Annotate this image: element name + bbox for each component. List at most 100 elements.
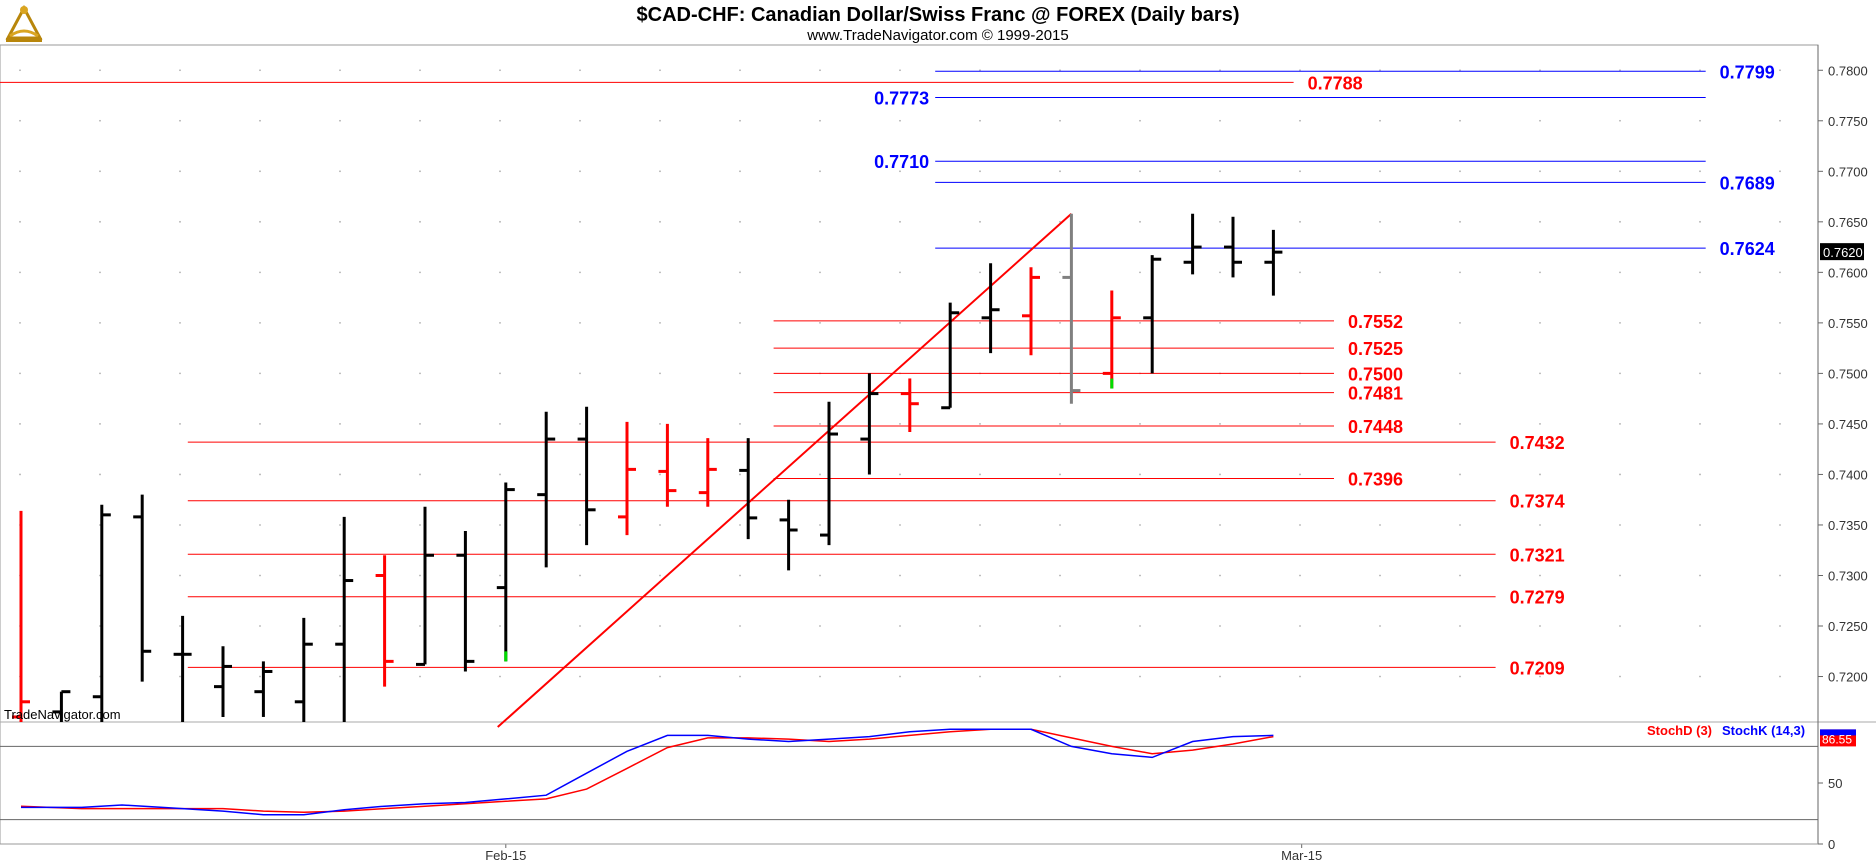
level-label-0.7279: 0.7279 xyxy=(1510,588,1565,608)
grid-dot xyxy=(1059,119,1061,122)
ohlc-bar xyxy=(860,373,879,475)
grid-dot xyxy=(259,170,261,173)
grid-dot xyxy=(899,473,901,476)
grid-dot xyxy=(1779,170,1781,173)
grid-dot xyxy=(979,423,981,425)
grid-dot xyxy=(1379,170,1381,173)
stoch-d-legend: StochD (3) xyxy=(1647,723,1712,738)
grid-dot xyxy=(1539,372,1541,375)
grid-dot xyxy=(899,321,901,324)
chart-subtitle: www.TradeNavigator.com © 1999-2015 xyxy=(807,27,1069,44)
grid-dot xyxy=(739,271,741,274)
stoch-tick-label: 50 xyxy=(1828,776,1842,791)
grid-dot xyxy=(1139,524,1141,526)
grid-dot xyxy=(1619,473,1621,476)
grid-dot xyxy=(659,220,661,223)
grid-dot xyxy=(739,574,741,577)
grid-dot xyxy=(1619,675,1621,678)
grid-dot xyxy=(1379,119,1381,122)
grid-dot xyxy=(1059,321,1061,324)
chart-title: $CAD-CHF: Canadian Dollar/Swiss Franc @ … xyxy=(636,4,1240,26)
grid-dot xyxy=(1539,119,1541,122)
grid-dot xyxy=(1059,574,1061,577)
grid-dot xyxy=(1299,574,1301,577)
grid-dot xyxy=(1059,524,1061,526)
ohlc-bar xyxy=(173,615,192,722)
grid-dot xyxy=(819,119,821,122)
grid-dot xyxy=(659,372,661,375)
grid-dot xyxy=(819,574,821,577)
grid-dot xyxy=(1779,119,1781,122)
grid-dot xyxy=(1139,625,1141,627)
grid-dot xyxy=(259,271,261,274)
ohlc-bar xyxy=(294,617,313,722)
ohlc-bar xyxy=(375,555,394,687)
grid-dot xyxy=(1379,473,1381,476)
grid-dot xyxy=(499,119,501,122)
grid-dot xyxy=(979,271,981,274)
grid-dot xyxy=(1619,372,1621,375)
grid-dot xyxy=(179,69,181,72)
grid-dot xyxy=(419,69,421,72)
grid-dot xyxy=(1779,220,1781,223)
grid-dot xyxy=(339,69,341,72)
grid-dot xyxy=(899,69,901,72)
grid-dot xyxy=(1459,119,1461,122)
grid-dot xyxy=(899,675,901,678)
grid-dot xyxy=(419,675,421,678)
grid-dot xyxy=(179,524,181,526)
level-label-0.7710: 0.7710 xyxy=(874,152,929,172)
grid-dot xyxy=(419,473,421,476)
grid-dot xyxy=(819,473,821,476)
grid-dot xyxy=(339,675,341,678)
stoch-d-line xyxy=(20,728,1274,814)
grid-dot xyxy=(1219,220,1221,223)
grid-dot xyxy=(99,170,101,173)
level-label-0.7799: 0.7799 xyxy=(1720,62,1775,82)
ohlc-bar xyxy=(941,302,960,410)
grid-dot xyxy=(1539,473,1541,476)
grid-dot xyxy=(1779,271,1781,274)
grid-dot xyxy=(19,271,21,274)
ohlc-bar xyxy=(416,506,434,666)
grid-dot xyxy=(499,423,501,425)
grid-dot xyxy=(19,321,21,324)
grid-dot xyxy=(659,271,661,274)
grid-dot xyxy=(1699,271,1701,274)
grid-dot xyxy=(1219,170,1221,173)
grid-dot xyxy=(579,170,581,173)
grid-dot xyxy=(1139,119,1141,122)
price-tick-label: 0.7500 xyxy=(1828,366,1868,381)
grid-dot xyxy=(1539,675,1541,678)
ohlc-bar xyxy=(618,421,636,536)
grid-dot xyxy=(1699,372,1701,375)
stoch-k-line xyxy=(21,728,1274,816)
grid-dot xyxy=(19,119,21,122)
grid-dot xyxy=(1059,423,1061,425)
grid-dot xyxy=(659,524,661,526)
price-tick-label: 0.7650 xyxy=(1828,215,1868,230)
grid-dot xyxy=(1699,170,1701,173)
ohlc-bar xyxy=(254,661,273,717)
ohlc-bar xyxy=(335,516,354,722)
grid-dot xyxy=(659,321,661,324)
price-tick-label: 0.7800 xyxy=(1828,63,1868,78)
grid-dot xyxy=(1299,524,1301,526)
grid-dot xyxy=(339,220,341,223)
grid-dot xyxy=(1459,473,1461,476)
grid-dot xyxy=(499,220,501,223)
grid-dot xyxy=(1459,271,1461,274)
level-label-0.7321: 0.7321 xyxy=(1510,545,1565,565)
grid-dot xyxy=(899,220,901,223)
grid-dot xyxy=(899,170,901,173)
grid-dot xyxy=(1059,271,1061,274)
grid-dot xyxy=(1539,524,1541,526)
grid-dot xyxy=(899,524,901,526)
grid-dot xyxy=(739,321,741,324)
trendline xyxy=(497,212,1073,728)
grid-dot xyxy=(1299,423,1301,425)
grid-dot xyxy=(499,372,501,375)
grid-dot xyxy=(1699,675,1701,678)
grid-dot xyxy=(179,271,181,274)
grid-dot xyxy=(259,473,261,476)
